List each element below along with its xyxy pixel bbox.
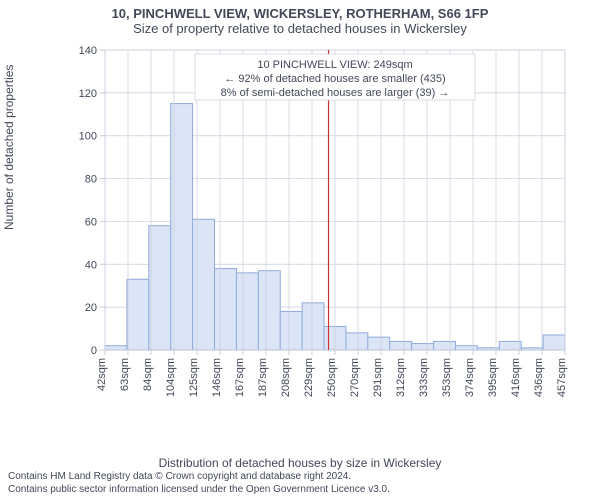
svg-text:140: 140 bbox=[79, 45, 97, 57]
info-box: 10 PINCHWELL VIEW: 249sqm ← 92% of detach… bbox=[195, 54, 475, 100]
page-subtitle: Size of property relative to detached ho… bbox=[0, 21, 600, 36]
svg-text:125sqm: 125sqm bbox=[188, 358, 200, 397]
svg-text:104sqm: 104sqm bbox=[165, 358, 177, 397]
svg-text:374sqm: 374sqm bbox=[464, 358, 476, 397]
histogram-bar bbox=[149, 226, 171, 350]
svg-text:10 PINCHWELL VIEW: 249sqm: 10 PINCHWELL VIEW: 249sqm bbox=[257, 59, 412, 71]
svg-text:416sqm: 416sqm bbox=[510, 358, 522, 397]
histogram-bar bbox=[368, 337, 390, 350]
histogram-bar bbox=[127, 279, 149, 350]
svg-text:395sqm: 395sqm bbox=[487, 358, 499, 397]
histogram-bar bbox=[390, 341, 412, 350]
svg-text:250sqm: 250sqm bbox=[326, 358, 338, 397]
page-title: 10, PINCHWELL VIEW, WICKERSLEY, ROTHERHA… bbox=[0, 6, 600, 21]
svg-text:291sqm: 291sqm bbox=[372, 358, 384, 397]
svg-text:60: 60 bbox=[85, 216, 97, 228]
x-axis-label: Distribution of detached houses by size … bbox=[0, 456, 600, 470]
svg-text:353sqm: 353sqm bbox=[441, 358, 453, 397]
histogram-bar bbox=[412, 344, 434, 350]
svg-text:120: 120 bbox=[79, 88, 97, 100]
histogram-bar bbox=[455, 346, 477, 350]
histogram-bar bbox=[215, 269, 237, 350]
svg-text:333sqm: 333sqm bbox=[418, 358, 430, 397]
svg-text:40: 40 bbox=[85, 259, 97, 271]
svg-text:42sqm: 42sqm bbox=[96, 358, 108, 391]
histogram-bar bbox=[105, 346, 127, 350]
svg-text:187sqm: 187sqm bbox=[257, 358, 269, 397]
svg-text:208sqm: 208sqm bbox=[280, 358, 292, 397]
svg-text:20: 20 bbox=[85, 302, 97, 314]
footer-line: Contains HM Land Registry data © Crown c… bbox=[8, 471, 390, 484]
histogram-bar bbox=[236, 273, 258, 350]
histogram-bar bbox=[543, 335, 565, 350]
histogram-bar bbox=[302, 303, 324, 350]
svg-text:100: 100 bbox=[79, 131, 97, 143]
histogram-bar bbox=[280, 311, 302, 350]
y-axis-label: Number of detached properties bbox=[2, 65, 16, 230]
svg-text:80: 80 bbox=[85, 174, 97, 186]
svg-text:146sqm: 146sqm bbox=[211, 358, 223, 397]
svg-text:63sqm: 63sqm bbox=[119, 358, 131, 391]
svg-text:← 92% of detached houses are s: ← 92% of detached houses are smaller (43… bbox=[224, 73, 445, 85]
histogram-bar bbox=[193, 219, 215, 350]
chart-container: 0 20 40 60 80 100 120 140 42sqm 63sqm 84sqm 104sqm 1… bbox=[45, 42, 575, 412]
svg-text:0: 0 bbox=[91, 345, 97, 357]
attribution-footer: Contains HM Land Registry data © Crown c… bbox=[8, 471, 390, 496]
histogram-bar bbox=[346, 333, 368, 350]
histogram-bar bbox=[258, 271, 280, 350]
svg-text:167sqm: 167sqm bbox=[234, 358, 246, 397]
svg-text:229sqm: 229sqm bbox=[303, 358, 315, 397]
histogram-bar bbox=[499, 341, 521, 350]
svg-text:312sqm: 312sqm bbox=[395, 358, 407, 397]
histogram-chart: 0 20 40 60 80 100 120 140 42sqm 63sqm 84sqm 104sqm 1… bbox=[45, 42, 575, 412]
svg-text:270sqm: 270sqm bbox=[349, 358, 361, 397]
svg-text:457sqm: 457sqm bbox=[556, 358, 568, 397]
svg-text:436sqm: 436sqm bbox=[533, 358, 545, 397]
svg-text:84sqm: 84sqm bbox=[142, 358, 154, 391]
footer-line: Contains public sector information licen… bbox=[8, 484, 390, 497]
svg-text:8% of semi-detached houses are: 8% of semi-detached houses are larger (3… bbox=[221, 87, 450, 99]
histogram-bar bbox=[434, 341, 456, 350]
